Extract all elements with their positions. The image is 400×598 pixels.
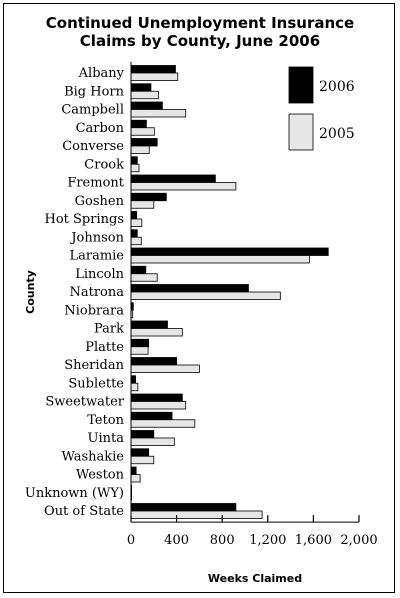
bar-2005-uinta — [130, 437, 175, 446]
bar-2005-crook — [130, 163, 140, 173]
bar-2005-sublette — [130, 382, 139, 392]
x-tick-label-2000: 2,000 — [340, 533, 377, 548]
bar-2006-big-horn — [130, 83, 152, 92]
x-tick-label-800: 800 — [210, 533, 235, 548]
bar-2005-converse — [130, 145, 150, 154]
category-label-sheridan: Sheridan — [64, 358, 124, 373]
category-label-campbell: Campbell — [61, 103, 124, 118]
bar-2006-campbell — [130, 101, 163, 110]
bar-2005-sweetwater — [130, 401, 187, 410]
category-label-park: Park — [94, 322, 124, 337]
category-label-platte: Platte — [85, 340, 124, 355]
category-label-carbon: Carbon — [76, 121, 125, 136]
bar-2005-albany — [130, 72, 179, 81]
category-label-lincoln: Lincoln — [75, 267, 124, 282]
legend-swatch-2006 — [288, 66, 314, 104]
category-label-sublette: Sublette — [68, 376, 124, 391]
category-label-unknown-wy: Unknown (WY) — [25, 486, 124, 501]
bar-2006-fremont — [130, 174, 216, 183]
x-tick-label-400: 400 — [164, 533, 189, 548]
bar-2005-laramie — [130, 255, 310, 264]
bar-2005-natrona — [130, 291, 281, 300]
category-label-crook: Crook — [84, 157, 124, 172]
bar-2006-park — [130, 320, 168, 329]
legend-label-2005: 2005 — [319, 126, 355, 142]
category-label-johnson: Johnson — [69, 230, 124, 245]
category-label-sweetwater: Sweetwater — [45, 395, 124, 410]
category-label-albany: Albany — [78, 66, 125, 81]
category-label-niobrara: Niobrara — [64, 303, 124, 318]
bar-2005-weston — [130, 474, 141, 483]
bar-2005-carbon — [130, 127, 155, 136]
bar-2005-campbell — [130, 109, 187, 118]
bar-2006-carbon — [130, 119, 147, 129]
category-label-fremont: Fremont — [67, 176, 124, 191]
bar-2005-washakie — [130, 455, 155, 465]
bar-2006-washakie — [130, 448, 150, 457]
bar-2005-big-horn — [130, 90, 159, 100]
x-axis-title: Weeks Claimed — [208, 572, 302, 585]
bar-2006-out-of-state — [130, 503, 237, 512]
bar-2005-hot-springs — [130, 218, 143, 227]
bar-2005-lincoln — [130, 273, 158, 282]
category-label-laramie: Laramie — [69, 249, 124, 264]
y-axis-title: County — [24, 270, 37, 314]
bar-2006-hot-springs — [130, 211, 138, 220]
category-label-out-of-state: Out of State — [44, 504, 124, 519]
legend-swatch-2005 — [288, 113, 314, 151]
bar-2005-park — [130, 328, 183, 337]
bar-2006-sublette — [130, 375, 136, 384]
bar-2006-sweetwater — [130, 393, 183, 402]
bar-2005-fremont — [130, 182, 237, 191]
bar-2005-teton — [130, 419, 196, 428]
bar-2006-sheridan — [130, 357, 177, 366]
category-label-goshen: Goshen — [75, 194, 125, 209]
category-label-teton: Teton — [87, 413, 124, 428]
category-label-natrona: Natrona — [69, 285, 124, 300]
bar-2006-uinta — [130, 430, 155, 439]
chart-title-line-2: Claims by County, June 2006 — [79, 32, 321, 50]
bar-2006-johnson — [130, 229, 138, 238]
category-label-washakie: Washakie — [61, 449, 124, 464]
bar-2005-platte — [130, 346, 149, 355]
bar-2005-johnson — [130, 236, 142, 246]
bar-2005-out-of-state — [130, 510, 263, 519]
x-tick-label-0: 0 — [127, 533, 135, 548]
x-tick-label-1600: 1,600 — [295, 533, 332, 548]
bar-2005-sheridan — [130, 364, 200, 373]
category-label-hot-springs: Hot Springs — [45, 212, 125, 227]
x-tick-label-1200: 1,200 — [249, 533, 286, 548]
category-label-weston: Weston — [76, 468, 125, 483]
category-label-big-horn: Big Horn — [64, 84, 125, 99]
bar-2006-teton — [130, 411, 173, 421]
bar-2006-lincoln — [130, 265, 147, 275]
bar-2006-albany — [130, 65, 176, 74]
chart-title-line-1: Continued Unemployment Insurance — [45, 14, 355, 32]
bar-2006-natrona — [130, 284, 249, 293]
legend-label-2006: 2006 — [319, 79, 355, 95]
bar-2006-laramie — [130, 247, 329, 256]
category-label-uinta: Uinta — [88, 431, 125, 446]
category-label-converse: Converse — [62, 139, 124, 154]
bar-2006-platte — [130, 338, 150, 348]
bar-2005-goshen — [130, 200, 155, 209]
bar-2006-weston — [130, 466, 137, 475]
bar-2006-converse — [130, 138, 158, 147]
bar-2006-goshen — [130, 192, 167, 202]
bar-2006-crook — [130, 156, 138, 165]
